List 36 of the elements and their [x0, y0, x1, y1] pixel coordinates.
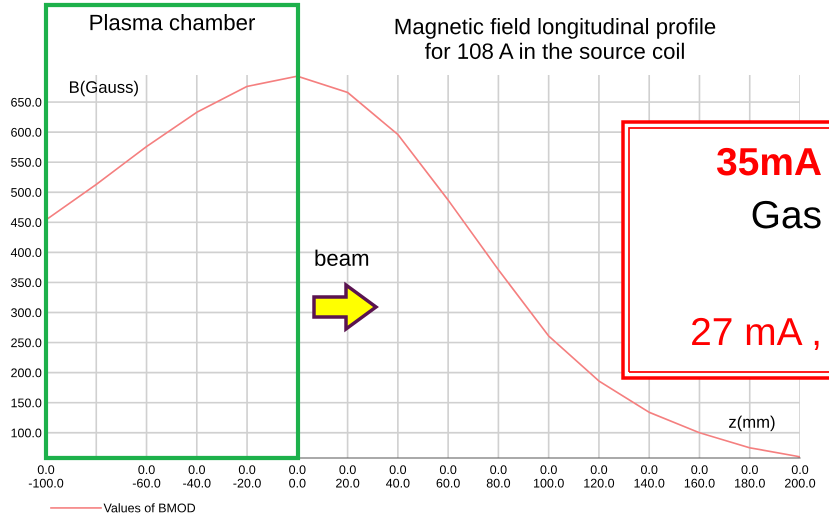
x-tick-label: 0.0 160.0 [684, 465, 715, 488]
legend-label: Values of BMOD [104, 503, 196, 512]
chart-title: Magnetic field longitudinal profile for 108 A in the source coil [396, 18, 716, 60]
x-tick-label: 0.0 140.0 [634, 465, 664, 488]
x-tick-label: 0.0 -20.0 [233, 465, 261, 488]
y-tick-label: 500.0 [11, 188, 42, 197]
x-tick-label: 0.0 -60.0 [132, 465, 160, 488]
y-tick-label: 100.0 [12, 428, 42, 438]
y-tick-label: 300.0 [11, 308, 42, 318]
y-tick-label: 600.0 [11, 128, 42, 137]
y-tick-label: 450.0 [10, 218, 42, 227]
y-tick-label: 550.0 [11, 158, 42, 167]
x-tick-label: 0.0 80.0 [486, 465, 510, 488]
annotation: Gas [752, 200, 821, 228]
x-tick-label: 0.0 200.0 [784, 465, 816, 488]
x-tick-label: 0.0 40.0 [386, 465, 410, 488]
y-axis-title: B(Gauss) [70, 80, 138, 96]
y-tick-label: 200.0 [11, 368, 42, 378]
x-tick-label: 0.0 -40.0 [183, 465, 211, 488]
x-tick-label: 0.0 180.0 [735, 465, 765, 488]
x-axis-title: z(mm) [729, 416, 775, 432]
y-tick-label: 650.0 [11, 98, 42, 107]
y-tick-label: 350.0 [11, 278, 42, 288]
annotation: 27 mA , [692, 318, 819, 350]
y-tick-label: 400.0 [10, 248, 42, 258]
x-tick-label: 0.0 120.0 [584, 465, 614, 488]
x-tick-label: 0.0 0.0 [289, 465, 306, 488]
x-tick-label: 0.0 20.0 [336, 465, 360, 488]
y-tick-label: 250.0 [11, 338, 42, 348]
text: Plasma chamber [90, 14, 255, 30]
annotation: beam [315, 250, 368, 266]
x-tick-label: 0.0 60.0 [436, 465, 460, 488]
annotation: 35mA [716, 148, 821, 176]
x-tick-label: 0.0 -100.0 [28, 465, 64, 488]
y-tick-label: 150.0 [12, 398, 42, 408]
x-tick-label: 0.0 100.0 [534, 465, 564, 488]
